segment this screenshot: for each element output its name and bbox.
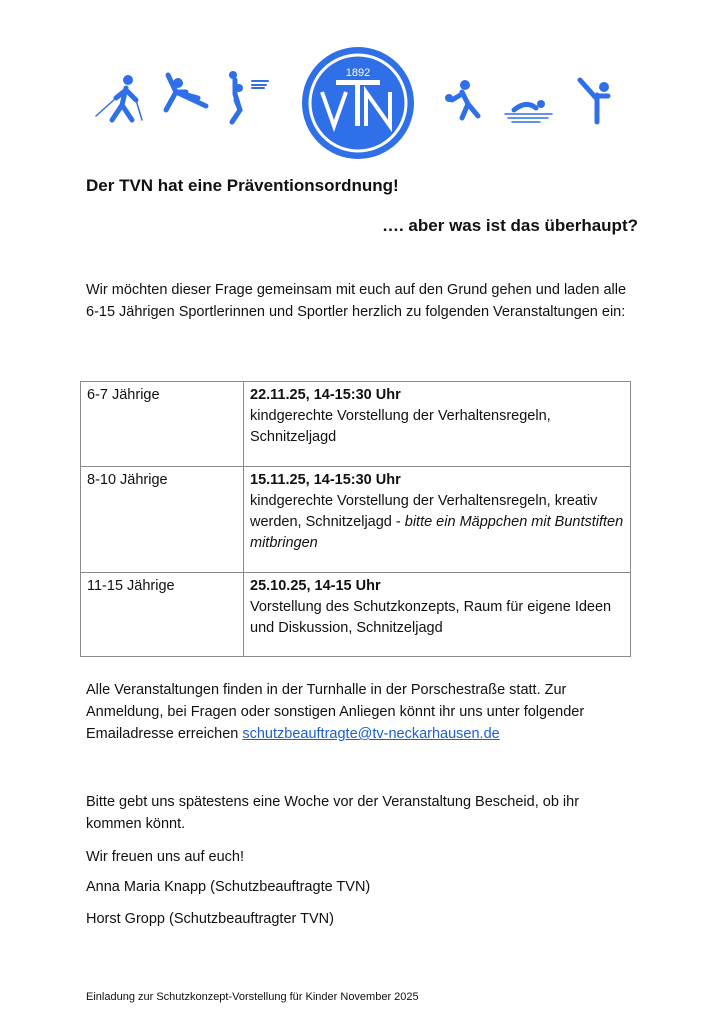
page-footer: Einladung zur Schutzkonzept-Vorstellung …: [86, 991, 419, 1003]
event-description: kindgerechte Vorstellung der Verhaltensr…: [250, 493, 598, 530]
age-group: 8-10 Jährige: [80, 466, 244, 573]
event-description: Vorstellung des Schutzkonzepts, Raum für…: [250, 599, 612, 636]
signature-2: Horst Gropp (Schutzbeauftragter TVN): [86, 911, 334, 927]
nordic-walking-icon: [95, 75, 143, 123]
vtn-logo: 1892: [302, 47, 414, 159]
event-date: 25.10.25, 14-15 Uhr: [250, 578, 381, 594]
basketball-icon: [229, 71, 269, 125]
event-description: kindgerechte Vorstellung der Verhaltensr…: [250, 408, 551, 445]
gymnastics-icon: [163, 72, 209, 113]
email-link[interactable]: schutzbeauftragte@tv-neckarhausen.de: [242, 726, 500, 742]
table-row: 8-10 Jährige 15.11.25, 14-15:30 Uhr kindg…: [80, 466, 631, 573]
header-banner: 1892: [0, 40, 724, 170]
event-date: 22.11.25, 14-15:30 Uhr: [250, 387, 401, 403]
closing-text: Wir freuen uns auf euch!: [86, 849, 244, 865]
intro-paragraph: Wir möchten dieser Frage gemeinsam mit e…: [86, 282, 627, 320]
event-details: 15.11.25, 14-15:30 Uhr kindgerechte Vorst…: [243, 466, 631, 573]
event-details: 22.11.25, 14-15:30 Uhr kindgerechte Vorst…: [243, 381, 631, 467]
logo-year: 1892: [346, 67, 370, 79]
location-paragraph: Alle Veranstaltungen finden in der Turnh…: [86, 679, 636, 745]
table-row: 11-15 Jährige 25.10.25, 14-15 Uhr Vorstel…: [80, 572, 631, 657]
event-details: 25.10.25, 14-15 Uhr Vorstellung des Schut…: [243, 572, 631, 657]
events-table: 6-7 Jährige 22.11.25, 14-15:30 Uhr kindge…: [80, 381, 631, 657]
page-subtitle: …. aber was ist das überhaupt?: [381, 216, 638, 235]
signature-1: Anna Maria Knapp (Schutzbeauftragte TVN): [86, 879, 371, 895]
page-title: Der TVN hat eine Präventionsordnung!: [86, 176, 399, 195]
age-group: 6-7 Jährige: [80, 381, 244, 467]
age-group: 11-15 Jährige: [80, 572, 244, 657]
location-text: Alle Veranstaltungen finden in der Turnh…: [86, 682, 585, 742]
volleyball-icon: [445, 80, 481, 121]
swimming-icon: [504, 100, 553, 123]
event-note: bitte ein Mäppchen mit Buntstiften mitbr…: [250, 514, 624, 551]
karate-icon: [577, 77, 611, 125]
rsvp-paragraph: Bitte gebt uns spätestens eine Woche vor…: [86, 794, 580, 832]
event-date: 15.11.25, 14-15:30 Uhr: [250, 472, 401, 488]
table-row: 6-7 Jährige 22.11.25, 14-15:30 Uhr kindge…: [80, 381, 631, 467]
